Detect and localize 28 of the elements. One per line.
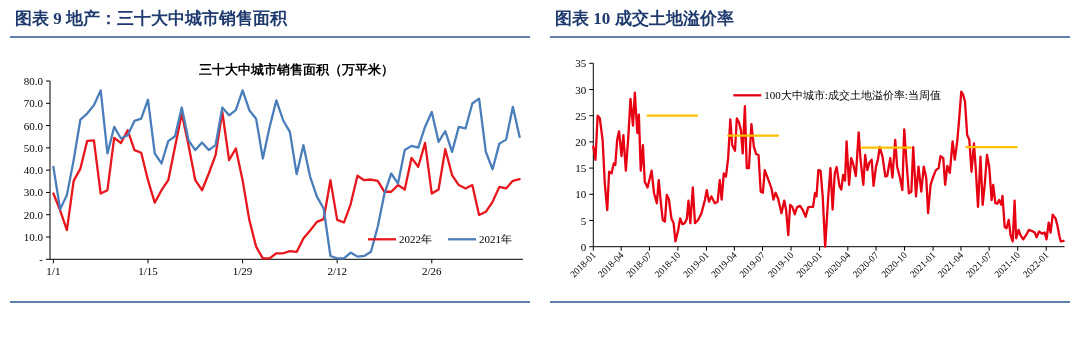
y-tick-label: 15 <box>575 162 587 175</box>
y-tick-label: 20 <box>575 135 587 148</box>
y-tick-label: 35 <box>575 57 587 70</box>
y-tick-label: 10.0 <box>23 231 44 244</box>
chart-subtitle: 三十大中城市销售面积（万平米） <box>199 62 394 77</box>
x-tick-label: 1/29 <box>232 265 253 278</box>
legend-label: 2022年 <box>399 233 432 246</box>
y-tick-label: - <box>39 253 44 266</box>
legend-label: 2021年 <box>479 233 512 246</box>
y-tick-label: 70.0 <box>23 97 44 110</box>
legend-label: 100大中城市:成交土地溢价率:当周值 <box>764 89 941 102</box>
y-tick-label: 30.0 <box>23 186 44 199</box>
y-tick-label: 10 <box>575 188 587 201</box>
y-tick-label: 30 <box>575 83 587 96</box>
y-tick-label: 20.0 <box>23 208 44 221</box>
x-tick-label: 1/1 <box>46 265 61 278</box>
x-tick-label: 2/26 <box>422 265 443 278</box>
y-tick-label: 60.0 <box>23 119 44 132</box>
y-tick-label: 40.0 <box>23 164 44 177</box>
y-tick-label: 80.0 <box>23 75 44 87</box>
y-tick-label: 25 <box>575 109 587 122</box>
y-tick-label: 0 <box>580 240 587 253</box>
x-tick-label: 1/15 <box>138 265 159 278</box>
chart-title: 图表 9 地产：三十大中城市销售面积 <box>15 9 288 28</box>
x-tick-label: 2/12 <box>327 265 347 278</box>
y-tick-label: 50.0 <box>23 141 44 154</box>
chart-title: 图表 10 成交土地溢价率 <box>555 9 734 28</box>
y-tick-label: 5 <box>580 214 587 227</box>
